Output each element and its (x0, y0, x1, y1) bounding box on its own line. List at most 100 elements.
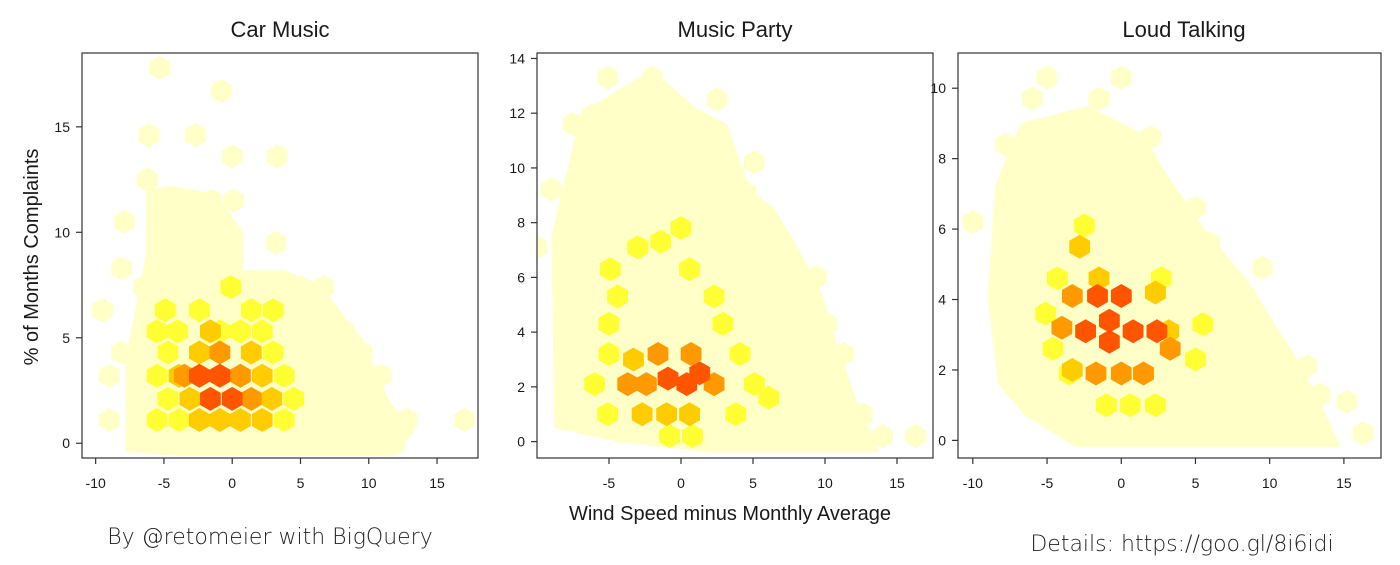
hex-cell (600, 257, 621, 282)
hex-cell (290, 275, 311, 300)
hex-cell (221, 386, 243, 411)
hex-cell (816, 311, 837, 336)
hex-cell (92, 298, 113, 323)
hex-cell (261, 386, 283, 411)
hex-cell (230, 408, 251, 432)
hex-cell (597, 65, 618, 90)
hex-cell (138, 123, 160, 148)
hex-cell (1088, 266, 1110, 291)
hex-cell (1061, 358, 1083, 382)
hex-cell (1099, 308, 1120, 333)
hex-cell (659, 424, 680, 449)
hex-cell (541, 177, 562, 202)
hex-cell (608, 112, 630, 137)
hex-cell (365, 408, 386, 432)
hex-cell (725, 402, 747, 427)
hex-cell (262, 340, 284, 365)
hex-cell (1047, 266, 1068, 291)
hex-cell (1145, 393, 1166, 418)
hex-cell (758, 385, 780, 410)
hex-cell (680, 342, 702, 366)
hex-cell (1073, 213, 1095, 238)
hex-cell (631, 402, 653, 427)
hex-cell (1145, 280, 1166, 305)
hex-cell (1051, 315, 1073, 340)
hex-cell (703, 284, 725, 309)
panel-music-party: -5 0 5 10 15 0 2 4 6 8 10 12 14 (509, 50, 934, 491)
x-tick-label: 0 (228, 475, 236, 491)
hex-cell (806, 265, 827, 290)
hex-cell (1309, 382, 1331, 407)
hex-cell (1199, 231, 1221, 256)
hex-cell (154, 298, 176, 323)
hex-cell (331, 431, 352, 456)
hex-cell (657, 366, 679, 391)
y-tick-label: 8 (938, 151, 946, 167)
hex-cell (1119, 393, 1141, 418)
hex-cell (656, 402, 677, 427)
y-tick-label: 4 (938, 292, 946, 308)
hex-cell (209, 363, 231, 388)
hex-cell (230, 319, 251, 344)
hex-cell (209, 340, 231, 365)
hex-cell (209, 408, 231, 432)
hex-cell (184, 123, 206, 148)
plot-frame (957, 52, 1382, 459)
hex-cell (656, 112, 677, 137)
hex-cell (454, 408, 475, 432)
hex-cell (384, 431, 406, 456)
hex-cell (735, 180, 757, 205)
x-tick-label: 0 (1117, 475, 1125, 491)
hex-cell (1061, 284, 1083, 308)
hex-cell (1096, 393, 1117, 418)
hex-cell (240, 298, 262, 323)
hex-cell (584, 372, 605, 397)
hex-cell (1336, 389, 1358, 414)
hex-cell (1296, 354, 1318, 379)
x-tick-label: -5 (158, 475, 171, 491)
hex-cell (679, 402, 700, 427)
hex-cell (1134, 146, 1156, 171)
hex-cell (189, 408, 210, 432)
hex-cell (679, 257, 700, 282)
x-tick-label: -5 (1041, 475, 1054, 491)
hex-cell (581, 103, 603, 128)
hex-cell (597, 402, 618, 427)
hex-cell (1099, 329, 1120, 354)
hex-cell (1069, 234, 1091, 259)
hex-cell (641, 65, 663, 90)
hex-cell (157, 386, 179, 411)
hex-cell (200, 386, 221, 411)
hex-cell (313, 275, 335, 300)
hex-cell (682, 424, 703, 449)
hex-cell (223, 188, 244, 213)
hex-cell (538, 235, 548, 259)
x-tick-label: 10 (361, 475, 377, 491)
hex-cell (1088, 86, 1110, 111)
hex-cell (569, 197, 591, 221)
hex-cell (607, 284, 628, 309)
hexbin-density-region (125, 185, 416, 456)
hex-cell (113, 209, 135, 234)
hex-cell (171, 188, 193, 213)
y-tick-label: 14 (509, 50, 525, 66)
hex-cell (98, 408, 120, 432)
hex-cell (333, 319, 355, 344)
hex-cell (262, 298, 284, 323)
hex-cell (189, 340, 210, 365)
hex-cell (1251, 255, 1273, 280)
hex-cell (689, 361, 711, 386)
x-tick-label: 10 (1262, 475, 1278, 491)
hex-cell (744, 372, 765, 397)
plot-area (962, 65, 1374, 448)
hex-cell (137, 167, 158, 192)
y-tick-label: 0 (517, 434, 525, 450)
panel-loud-talking: -10 -5 0 5 10 15 0 2 4 6 8 10 (930, 52, 1382, 491)
hex-cell (650, 229, 672, 254)
hex-cell (872, 424, 893, 449)
hex-cell (765, 235, 787, 260)
x-tick-label: 15 (1336, 475, 1352, 491)
hex-cell (149, 55, 171, 80)
caption-credit: By @retomeier with BigQuery (107, 525, 433, 550)
hex-cell (370, 363, 392, 388)
